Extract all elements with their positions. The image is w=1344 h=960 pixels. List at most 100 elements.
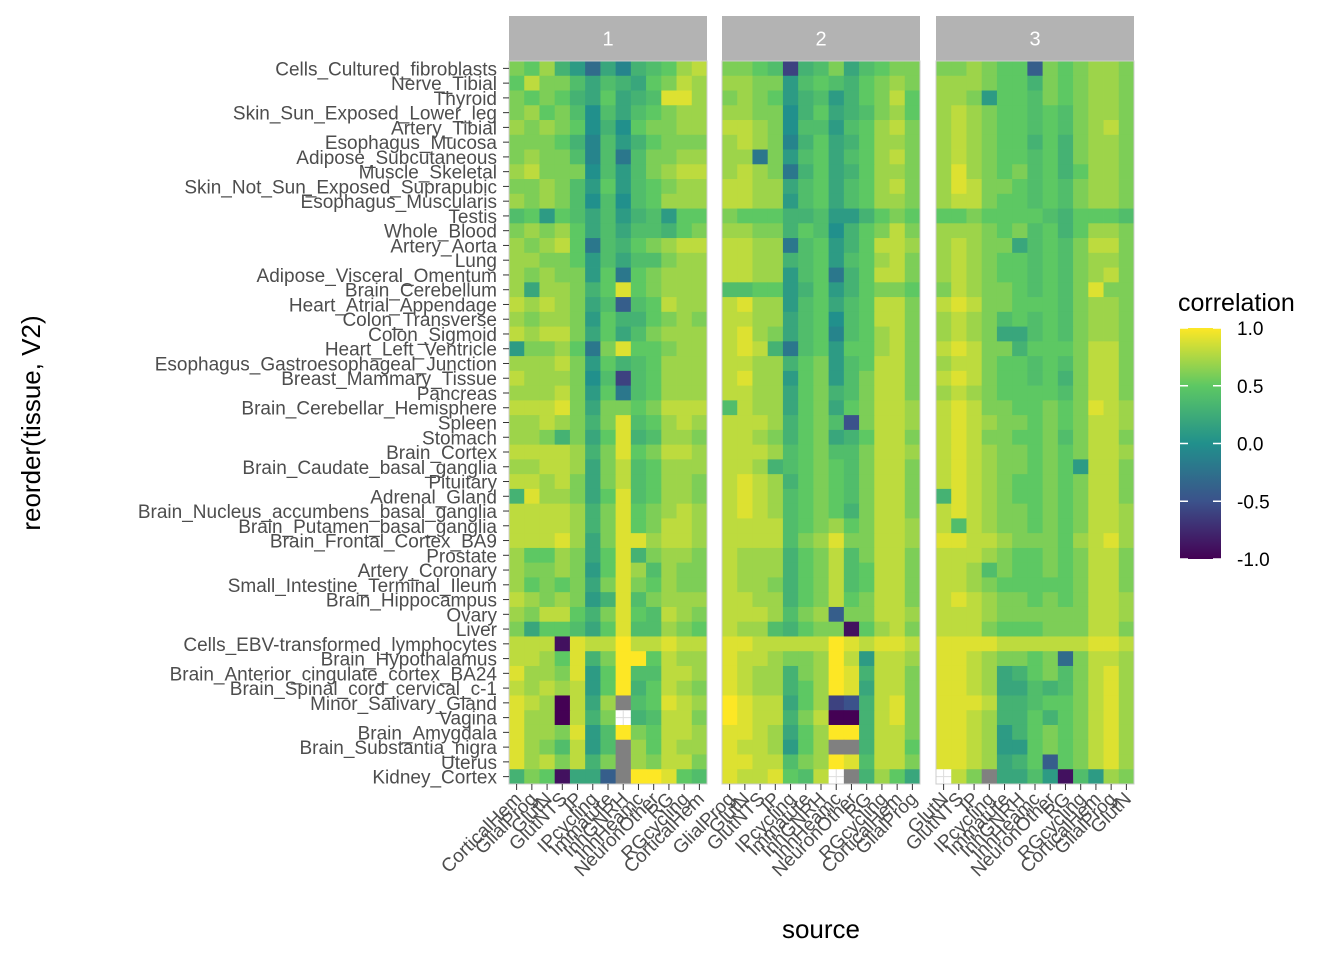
y-tick-label: Brain_Amygdala	[358, 723, 498, 744]
heatmap-cell	[936, 695, 952, 711]
heatmap-cell	[691, 370, 708, 387]
heatmap-cell	[752, 606, 769, 623]
heatmap-cell	[843, 606, 860, 623]
heatmap-cell	[569, 474, 586, 490]
heatmap-cell	[554, 547, 571, 564]
heatmap-cell	[691, 621, 708, 637]
heatmap-cell	[646, 710, 662, 726]
heatmap-cell	[524, 739, 540, 755]
heatmap-cell	[509, 680, 525, 696]
heatmap-cell	[859, 636, 875, 652]
heatmap-cell	[889, 90, 906, 106]
heatmap-cell	[1057, 710, 1074, 726]
heatmap-cell	[539, 621, 556, 637]
heatmap-cell	[936, 547, 952, 564]
heatmap-cell	[981, 695, 998, 711]
heatmap-cell	[767, 547, 784, 564]
heatmap-cell	[828, 75, 845, 91]
heatmap-cell	[936, 267, 952, 283]
heatmap-cell	[554, 311, 571, 327]
heatmap-cell	[813, 223, 830, 239]
heatmap-cell	[874, 267, 890, 283]
heatmap-cell	[569, 370, 586, 387]
heatmap-cell	[646, 223, 662, 239]
heatmap-cell	[661, 311, 677, 327]
heatmap-cell	[936, 415, 952, 431]
legend-tick-label: -0.5	[1237, 492, 1270, 513]
heatmap-cell	[1073, 341, 1089, 357]
heatmap-cell	[1027, 636, 1044, 652]
heatmap-cell	[615, 739, 632, 755]
heatmap-cell	[630, 444, 647, 460]
heatmap-cell	[676, 311, 693, 327]
heatmap-cell	[737, 429, 753, 446]
heatmap-cell	[646, 636, 662, 652]
heatmap-cell	[539, 444, 556, 460]
heatmap-cell	[600, 429, 617, 446]
heatmap-cell	[1042, 695, 1059, 711]
heatmap-cell	[767, 120, 784, 136]
heatmap-cell	[691, 238, 708, 254]
y-tick-label: Brain_Putamen_basal_ganglia	[238, 517, 497, 538]
heatmap-cell	[509, 459, 525, 475]
heatmap-cell	[767, 429, 784, 446]
heatmap-cell	[600, 651, 617, 667]
heatmap-cell	[1073, 636, 1089, 652]
heatmap-cell	[1027, 385, 1044, 401]
heatmap-cell	[813, 341, 830, 357]
heatmap-cell	[539, 105, 556, 121]
heatmap-cell	[1073, 105, 1089, 121]
heatmap-cell	[615, 370, 632, 387]
heatmap-cell	[767, 193, 784, 209]
heatmap-cell	[646, 311, 662, 327]
y-tick-label: Brain_Substantia_nigra	[299, 738, 497, 759]
heatmap-cell	[828, 311, 845, 327]
heatmap-cell	[904, 385, 921, 401]
heatmap-cell	[874, 120, 890, 136]
heatmap-cell	[691, 267, 708, 283]
heatmap-cell	[661, 75, 677, 91]
heatmap-cell	[767, 326, 784, 342]
heatmap-cell	[554, 577, 571, 593]
heatmap-cell	[859, 606, 875, 623]
y-tick-label: Brain_Anterior_cingulate_cortex_BA24	[170, 664, 498, 685]
heatmap-cell	[828, 577, 845, 593]
heatmap-cell	[737, 488, 753, 505]
heatmap-cell	[951, 134, 967, 150]
y-tick-label: Kidney_Cortex	[372, 768, 497, 789]
heatmap-cell	[691, 474, 708, 490]
heatmap-cell	[630, 518, 647, 534]
heatmap-cell	[1057, 267, 1074, 283]
heatmap-cell	[1088, 769, 1104, 785]
heatmap-cell	[554, 326, 571, 342]
heatmap-cell	[630, 149, 647, 165]
heatmap-cell	[646, 282, 662, 298]
heatmap-cell	[859, 223, 875, 239]
heatmap-cell	[630, 577, 647, 593]
heatmap-cell	[981, 724, 998, 741]
heatmap-cell	[1118, 297, 1135, 313]
heatmap-cell	[1073, 282, 1089, 298]
heatmap-cell	[767, 134, 784, 150]
heatmap-cell	[539, 695, 556, 711]
heatmap-cell	[569, 429, 586, 446]
heatmap-cell	[828, 193, 845, 209]
heatmap-cell	[676, 282, 693, 298]
heatmap-cell	[782, 518, 799, 534]
heatmap-cell	[1057, 739, 1074, 755]
heatmap-cell	[951, 179, 967, 195]
heatmap-cell	[1012, 562, 1028, 578]
heatmap-cell	[874, 429, 890, 446]
heatmap-cell	[798, 282, 814, 298]
heatmap-cell	[874, 636, 890, 652]
heatmap-cell	[509, 356, 525, 372]
heatmap-cell	[569, 415, 586, 431]
heatmap-cell	[798, 695, 814, 711]
heatmap-cell	[569, 695, 586, 711]
y-tick-label: Brain_Spinal_cord_cervical_c-1	[230, 679, 497, 700]
heatmap-cell	[691, 724, 708, 741]
heatmap-cell	[874, 297, 890, 313]
heatmap-cell	[1027, 282, 1044, 298]
heatmap-cell	[1103, 518, 1120, 534]
heatmap-cell	[554, 636, 571, 652]
